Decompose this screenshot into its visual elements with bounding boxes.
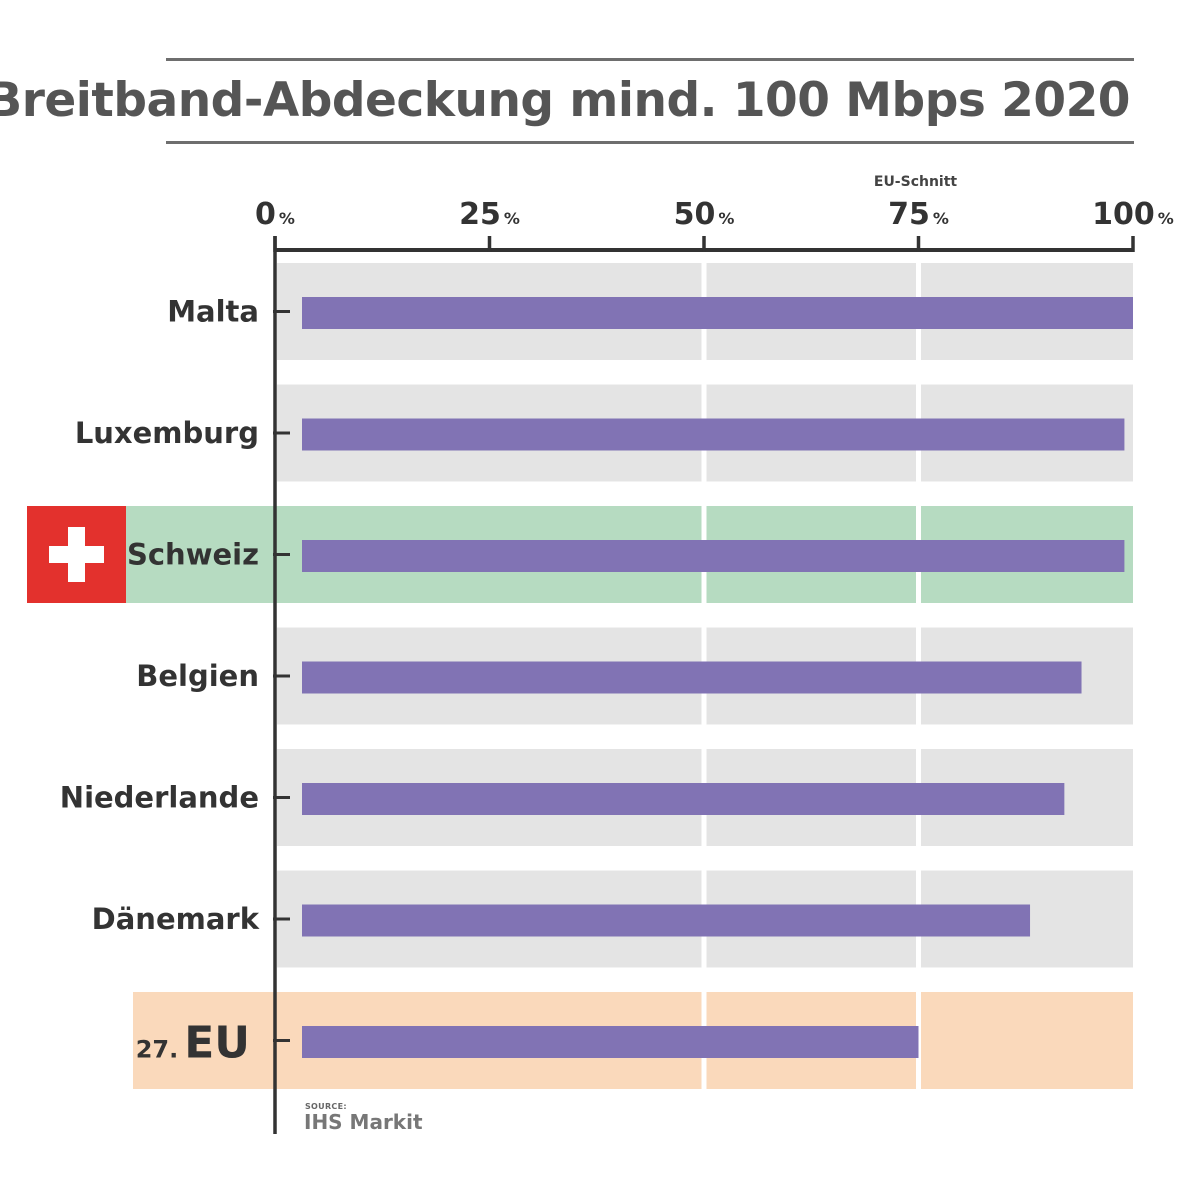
- category-label: Dänemark: [92, 902, 260, 936]
- category-label: Schweiz: [127, 538, 259, 572]
- x-tick-label: 100%: [1092, 197, 1174, 232]
- bar: [302, 1026, 919, 1058]
- title-block: Breitband-Abdeckung mind. 100 Mbps 2020: [0, 58, 1134, 144]
- category-label: Niederlande: [60, 781, 259, 815]
- category-label: Malta: [167, 295, 259, 329]
- bar: [302, 540, 1125, 572]
- bar: [302, 661, 1082, 694]
- bar: [302, 418, 1125, 451]
- swiss-cross-horizontal: [49, 546, 104, 563]
- bar: [302, 297, 1133, 329]
- x-tick-label: 0%: [255, 197, 295, 232]
- bar: [302, 904, 1031, 937]
- x-tick-label: 50%: [674, 197, 735, 232]
- x-tick-label: 25%: [459, 197, 520, 232]
- chart-title: Breitband-Abdeckung mind. 100 Mbps 2020: [0, 73, 1130, 128]
- source-label: SOURCE:: [305, 1102, 347, 1111]
- category-label: Luxemburg: [75, 416, 259, 450]
- reference-label: EU-Schnitt: [874, 174, 958, 190]
- source-name: IHS Markit: [304, 1110, 423, 1134]
- category-label: 27. EU: [136, 1018, 250, 1069]
- category-label: Belgien: [136, 659, 259, 693]
- bar: [302, 783, 1065, 815]
- x-tick-label: 75%: [888, 197, 949, 232]
